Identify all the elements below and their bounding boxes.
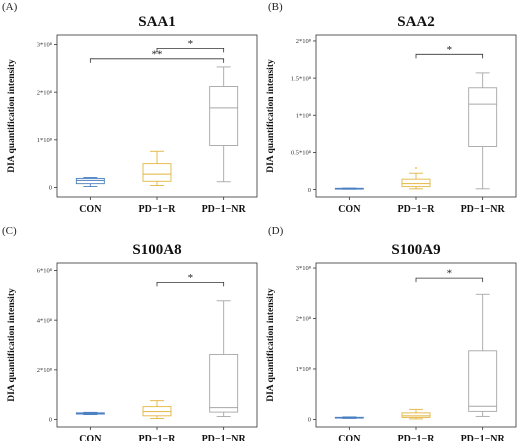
y-axis-label: DIA quantification intensity: [7, 288, 17, 402]
chart-saa2: SAA2 DIA quantification intensity 0 0.5*10⁸…: [266, 14, 517, 215]
y-tick-label: 2*10⁸: [37, 367, 53, 374]
significance-label: *: [188, 38, 194, 50]
panel-label: (B): [268, 1, 283, 13]
x-tick-label: PD−1−NR: [461, 204, 506, 215]
significance-label: **: [152, 48, 163, 60]
y-tick-label: 3*10⁸: [37, 42, 53, 49]
x-tick-label: CON: [79, 434, 102, 441]
box: [142, 163, 172, 182]
significance-label: *: [188, 272, 194, 284]
y-tick-label: 0: [308, 417, 311, 424]
significance-bracket: [156, 281, 225, 287]
box: [468, 87, 498, 147]
y-tick-label: 4*10⁸: [37, 317, 53, 324]
x-tick-label: CON: [338, 434, 361, 441]
significance-bracket: [415, 277, 484, 283]
chart-title: S100A8: [132, 242, 181, 258]
x-tick-label: PD−1−NR: [461, 434, 506, 441]
panel-label: (C): [2, 225, 17, 237]
box: [209, 86, 239, 146]
panel-label: (A): [2, 1, 18, 13]
y-tick-label: 1.5*10⁸: [291, 75, 312, 82]
chart-title: SAA2: [397, 14, 435, 30]
y-tick-label: 2*10⁸: [296, 38, 312, 45]
panel-c: (C) S100A8 DIA quantification intensity 0 2…: [0, 221, 260, 441]
chart-title: S100A9: [391, 242, 440, 258]
y-axis-label: DIA quantification intensity: [266, 288, 276, 402]
x-tick-label: PD−1−R: [139, 204, 177, 215]
x-tick-label: CON: [338, 204, 361, 215]
box: [401, 178, 431, 188]
y-tick-label: 1*10⁸: [296, 366, 312, 373]
significance-label: *: [447, 268, 453, 280]
x-tick-label: PD−1−R: [398, 204, 436, 215]
chart-s100a9: S100A9 DIA quantification intensity 0 1*10⁸…: [266, 242, 517, 441]
box: [209, 353, 239, 413]
y-tick-label: 0: [49, 185, 52, 192]
x-tick-label: PD−1−R: [398, 434, 436, 441]
y-tick-label: 2*10⁸: [37, 89, 53, 96]
y-axis-label: DIA quantification intensity: [266, 59, 276, 173]
box: [468, 350, 498, 412]
y-tick-label: 1*10⁸: [296, 112, 312, 119]
y-tick-label: 0: [49, 417, 52, 424]
y-tick-label: 0: [308, 187, 311, 194]
y-tick-label: 1*10⁸: [37, 137, 53, 144]
y-tick-label: 6*10⁸: [37, 268, 53, 275]
significance-label: *: [447, 44, 453, 56]
box: [75, 177, 105, 185]
x-tick-label: CON: [79, 204, 102, 215]
panel-a: (A) SAA1 DIA quantification intensity 0 1*1…: [0, 0, 260, 220]
box: [401, 412, 431, 418]
chart-saa1: SAA1 DIA quantification intensity 0 1*10⁸ 2*…: [7, 14, 258, 215]
y-tick-label: 3*10⁸: [296, 265, 312, 272]
outlier-point: [415, 167, 417, 169]
y-tick-label: 2*10⁸: [296, 316, 312, 323]
chart-title: SAA1: [138, 14, 176, 30]
panel-label: (D): [268, 225, 284, 237]
y-tick-label: 0.5*10⁸: [291, 150, 312, 157]
x-tick-label: PD−1−NR: [202, 204, 247, 215]
panel-d: (D) S100A9 DIA quantification intensity 0 1…: [260, 221, 520, 441]
significance-bracket: [415, 53, 484, 59]
significance-bracket: [156, 47, 225, 53]
chart-s100a8: S100A8 DIA quantification intensity 0 2*10⁸…: [7, 242, 258, 441]
x-tick-label: PD−1−NR: [202, 434, 247, 441]
y-axis-label: DIA quantification intensity: [7, 59, 17, 173]
panel-b: (B) SAA2 DIA quantification intensity 0 0.5…: [260, 0, 520, 220]
x-tick-label: PD−1−R: [139, 434, 177, 441]
significance-bracket: [89, 58, 225, 63]
